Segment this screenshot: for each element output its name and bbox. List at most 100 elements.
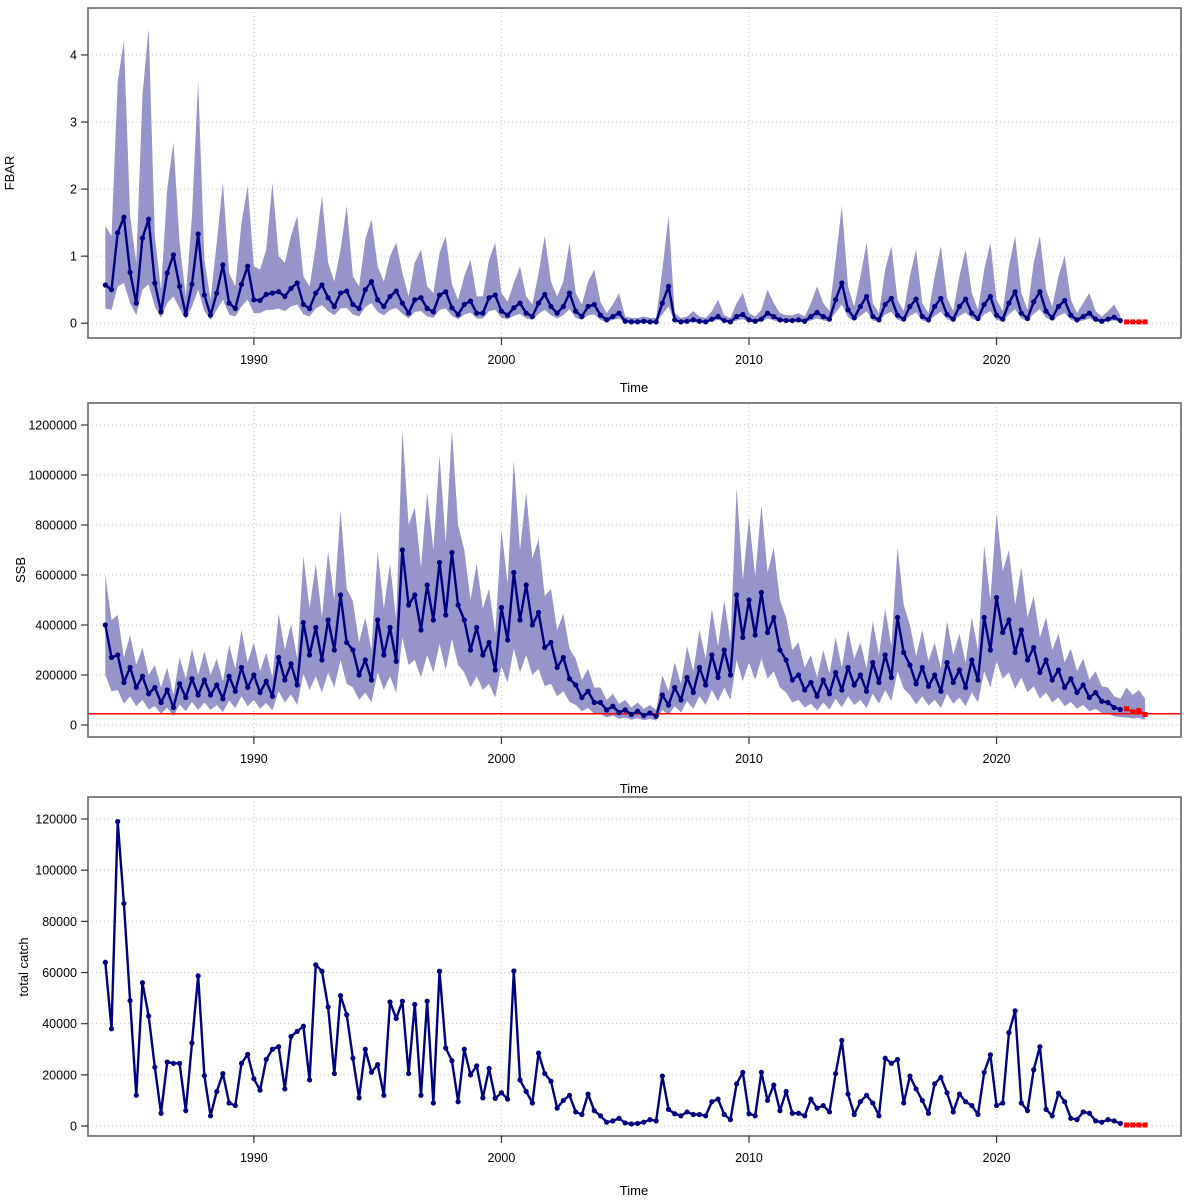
ssb-panel: 1990 2000 2010 2020 0 200000 400000 600000 80000… bbox=[28, 402, 1182, 766]
fbar-data-point bbox=[659, 300, 665, 306]
fbar-data-point bbox=[622, 318, 628, 324]
catch-data-point bbox=[901, 1100, 907, 1106]
catch-y-tick-label: 100000 bbox=[35, 864, 77, 878]
fbar-data-point bbox=[820, 313, 826, 320]
ssb-data-point bbox=[610, 703, 616, 709]
catch-data-point bbox=[430, 1100, 436, 1106]
catch-data-point bbox=[734, 1081, 740, 1087]
ssb-data-point bbox=[826, 691, 833, 697]
catch-data-point bbox=[183, 1108, 189, 1114]
catch-data-point bbox=[1031, 1067, 1037, 1073]
fbar-data-point bbox=[183, 311, 189, 318]
fbar-data-point bbox=[894, 312, 901, 318]
ssb-data-point bbox=[604, 707, 610, 713]
fbar-data-point bbox=[393, 288, 399, 294]
catch-x-tick-label: 2020 bbox=[983, 1151, 1011, 1165]
catch-data-point bbox=[1024, 1108, 1031, 1114]
fbar-data-point bbox=[641, 318, 647, 324]
ssb-data-point bbox=[1031, 644, 1037, 651]
catch-data-point bbox=[604, 1119, 610, 1125]
fbar-data-point bbox=[882, 301, 888, 308]
ssb-data-point bbox=[932, 672, 938, 678]
fbar-data-point bbox=[238, 281, 245, 287]
catch-data-point bbox=[368, 1069, 375, 1075]
ssb-data-point bbox=[554, 664, 560, 671]
fbar-data-point bbox=[783, 317, 789, 324]
fbar-forecast-point bbox=[1142, 319, 1148, 325]
catch-data-point bbox=[665, 1106, 672, 1112]
ssb-data-point bbox=[802, 687, 808, 693]
ssb-data-point bbox=[591, 699, 597, 706]
catch-data-point bbox=[443, 1045, 449, 1051]
catch-data-point bbox=[956, 1091, 963, 1097]
catch-data-point bbox=[375, 1062, 381, 1068]
ssb-data-point bbox=[424, 582, 430, 588]
fbar-data-point bbox=[579, 313, 585, 320]
ssb-y-tick-label: 200000 bbox=[35, 669, 77, 683]
ssb-data-point bbox=[628, 711, 635, 718]
catch-data-point bbox=[548, 1078, 554, 1084]
ssb-data-point bbox=[1062, 684, 1068, 691]
ssb-data-point bbox=[1018, 627, 1024, 633]
catch-data-point bbox=[826, 1109, 833, 1115]
fbar-data-point bbox=[498, 308, 505, 314]
fbar-data-point bbox=[944, 311, 950, 318]
fbar-data-point bbox=[245, 263, 251, 269]
ssb-data-point bbox=[764, 629, 771, 636]
catch-data-point bbox=[486, 1065, 492, 1072]
fbar-ylabel: FBAR bbox=[2, 156, 17, 191]
catch-data-point bbox=[727, 1117, 734, 1123]
catch-data-point bbox=[108, 1026, 115, 1032]
ssb-data-point bbox=[1055, 667, 1062, 673]
ssb-data-point bbox=[672, 684, 678, 691]
fbar-data-point bbox=[919, 313, 925, 320]
fbar-data-point bbox=[1049, 315, 1055, 321]
catch-data-point bbox=[802, 1113, 808, 1119]
catch-data-point bbox=[399, 998, 406, 1004]
fbar-data-point bbox=[573, 308, 579, 314]
ssb-data-point bbox=[1012, 649, 1018, 656]
ssb-data-point bbox=[294, 682, 300, 688]
fbar-data-point bbox=[405, 310, 412, 316]
fbar-data-point bbox=[282, 293, 288, 300]
ssb-data-point bbox=[542, 644, 548, 651]
fbar-data-point bbox=[108, 287, 115, 293]
catch-x-tick-label: 2000 bbox=[488, 1151, 516, 1165]
fbar-x-tick-label: 2000 bbox=[488, 353, 516, 367]
ssb-data-point bbox=[548, 639, 554, 646]
catch-data-point bbox=[251, 1076, 257, 1082]
ssb-data-point bbox=[344, 639, 350, 646]
fbar-data-point bbox=[814, 309, 820, 316]
fbar-data-point bbox=[604, 317, 610, 323]
ssb-data-point bbox=[443, 612, 449, 618]
catch-data-point bbox=[981, 1069, 987, 1075]
ssb-data-point bbox=[183, 694, 189, 701]
ssb-data-point bbox=[511, 569, 517, 576]
fbar-data-point bbox=[133, 300, 139, 306]
ssb-data-point bbox=[1105, 699, 1111, 706]
fbar-panel: 1990 2000 2010 2020 0 1 2 3 4 bbox=[70, 7, 1182, 367]
ssb-data-point bbox=[337, 592, 344, 598]
ssb-time-label: Time bbox=[620, 781, 648, 796]
fbar-panel-border bbox=[87, 7, 1182, 339]
fbar-data-point bbox=[1086, 310, 1093, 316]
ssb-data-point bbox=[857, 672, 864, 678]
catch-panel: 1990 2000 2010 2020 0 20000 40000 60000 80000 100… bbox=[35, 796, 1182, 1165]
catch-data-point bbox=[758, 1069, 764, 1075]
catch-data-point bbox=[764, 1097, 771, 1104]
ssb-data-point bbox=[189, 676, 195, 682]
fbar-data-point bbox=[548, 303, 554, 310]
fbar-data-point bbox=[257, 297, 263, 304]
catch-data-point bbox=[263, 1056, 269, 1063]
fbar-data-point bbox=[276, 289, 282, 295]
ssb-data-point bbox=[870, 659, 876, 666]
fbar-data-point bbox=[535, 300, 542, 306]
catch-data-point bbox=[1062, 1099, 1068, 1105]
ssb-data-point bbox=[121, 679, 127, 686]
ssb-data-point bbox=[715, 674, 721, 681]
catch-data-point bbox=[566, 1092, 573, 1098]
catch-data-point bbox=[1068, 1115, 1074, 1121]
fbar-confidence-band bbox=[105, 28, 1121, 323]
fbar-data-point bbox=[969, 310, 975, 316]
ssb-data-point bbox=[579, 694, 585, 701]
